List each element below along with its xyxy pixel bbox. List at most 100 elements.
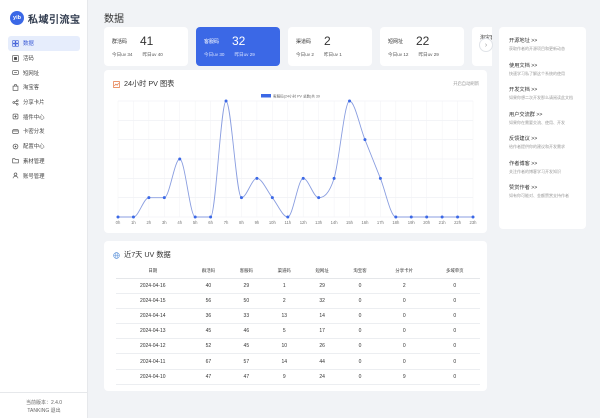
stat-yesterday: 昨日uv 29 — [418, 52, 439, 57]
link-icon — [12, 69, 19, 76]
sidebar-item[interactable]: 短网址 — [8, 65, 80, 80]
pv-chart-panel: 0h 1h 2h 3h 4h 5h 6h 7h 8h 9h 10h 11h 12h 13h 14h 15h 16… — [104, 70, 487, 233]
qrcode-icon — [12, 54, 19, 62]
table-cell: 40 — [189, 278, 228, 294]
x-tick-label: 14h — [331, 220, 339, 225]
stat-today: 今日uv 2 — [296, 52, 314, 57]
data-point — [286, 215, 290, 219]
user-logout-link[interactable]: TANKING 退出 — [27, 408, 61, 414]
x-tick-label: 4h — [177, 220, 182, 225]
column-header: 群活码 — [189, 265, 228, 279]
sidebar-item-label: 活码 — [23, 56, 34, 63]
sidebar-item[interactable]: 活码 — [8, 51, 80, 66]
link-item[interactable]: 使用文档 >> 快速学习私了解这个系统的使用 — [509, 62, 586, 87]
data-point — [348, 99, 352, 103]
logo-text: 私域引流宝 — [28, 14, 81, 26]
table-cell: 52 — [189, 338, 228, 355]
data-point — [116, 215, 120, 219]
trend-icon — [113, 80, 120, 88]
table-cell: 9 — [265, 369, 304, 385]
table-cell: 2024-04-14 — [116, 308, 190, 325]
auto-refresh-link[interactable]: 开启自动刷新 — [453, 81, 479, 86]
settings-icon — [12, 143, 19, 150]
stat-value: 32 — [232, 34, 246, 48]
table-cell: 0 — [378, 293, 430, 309]
x-tick-label: 1h — [131, 220, 136, 225]
globe-icon — [113, 251, 120, 259]
sidebar-item[interactable]: 卡密分发 — [8, 124, 80, 139]
data-point — [131, 215, 135, 219]
stat-yesterday: 昨日uv 1 — [323, 52, 342, 57]
pv-line-chart: 0h 1h 2h 3h 4h 5h 6h 7h 8h 9h 10h 11h 12h 13h 14h 15h 16… — [116, 93, 477, 225]
x-tick-label: 9h — [255, 220, 260, 225]
x-tick-label: 6h — [208, 220, 213, 225]
sidebar-item-label: 分享卡片 — [23, 100, 45, 107]
data-point — [425, 215, 429, 219]
column-header: 客服码 — [227, 265, 266, 279]
chart-title: 24小时 PV 图表 — [113, 79, 174, 89]
table-cell: 0 — [429, 293, 480, 309]
stat-value: 22 — [416, 34, 430, 48]
logo-badge: yib — [10, 11, 24, 25]
x-tick-label: 8h — [239, 220, 244, 225]
table-cell: 2024-04-15 — [116, 293, 190, 309]
sidebar-item[interactable]: 素材管理 — [8, 154, 80, 169]
x-tick-label: 21h — [439, 220, 447, 225]
table-cell: 47 — [189, 369, 228, 385]
x-tick-label: 20h — [423, 220, 431, 225]
table-cell: 56 — [189, 293, 228, 309]
column-header: 多域单页 — [429, 265, 480, 279]
table-cell: 24 — [303, 369, 342, 385]
sidebar-item[interactable]: 淘宝客 — [8, 80, 80, 95]
sidebar-item[interactable]: 配置中心 — [8, 139, 80, 154]
table-cell: 32 — [303, 293, 342, 309]
chart-title-text: 24小时 PV 图表 — [124, 79, 175, 88]
table-cell: 46 — [227, 323, 266, 340]
table-cell: 33 — [227, 308, 266, 325]
folder-icon — [12, 157, 19, 164]
link-item[interactable]: 开发文档 >> 如果你想二次开发那么请阅读此文档 — [509, 86, 586, 111]
link-desc: 如果你在需要交流、使用、开发 — [509, 119, 565, 125]
table-cell: 2024-04-11 — [116, 353, 190, 370]
user-icon — [12, 172, 19, 179]
sidebar-item[interactable]: 插件中心 — [8, 109, 80, 124]
link-item[interactable]: 用户交流群 >> 如果你在需要交流、使用、开发 — [509, 111, 586, 136]
data-point — [301, 176, 305, 180]
sidebar-item[interactable]: 数据 — [8, 36, 80, 51]
shop-icon — [12, 83, 19, 91]
chevron-right-icon[interactable]: › — [479, 38, 493, 52]
link-title: 反馈建议 >> — [509, 136, 538, 142]
legend-label: 客服码(24小时 PV 总数)共 39 — [273, 93, 320, 98]
stat-card[interactable]: 群活码 41 今日uv 34 昨日uv 40 — [104, 27, 188, 66]
stat-name: 客服码 — [204, 38, 220, 45]
stat-value: 41 — [140, 34, 154, 48]
link-item[interactable]: 赞赏作者 >> 如有你可能对、金额赞赏支持作者 — [509, 184, 586, 209]
table-cell: 0 — [429, 338, 480, 355]
link-item[interactable]: 开源地址 >> 获取作者的开源项目和更新动态 — [509, 37, 586, 62]
table-cell: 10 — [265, 338, 304, 355]
link-item[interactable]: 反馈建议 >> 给作者提供你的建议和开发需求 — [509, 135, 586, 160]
stat-card[interactable]: 渠道码 2 今日uv 2 昨日uv 1 — [288, 27, 372, 66]
links-panel: 开源地址 >> 获取作者的开源项目和更新动态 使用文档 >> 快速学习私了解这个系统的… — [499, 27, 586, 229]
dashboard-icon — [12, 40, 19, 47]
column-header: 短网址 — [303, 265, 342, 279]
link-item[interactable]: 作者博客 >> 关注作者的博客学习开发知识 — [509, 160, 586, 185]
data-point — [440, 215, 444, 219]
sidebar-item[interactable]: 分享卡片 — [8, 95, 80, 110]
stats-row: 群活码 41 今日uv 34 昨日uv 40 客服码 32 今日uv 30 昨日uv 29 渠道… — [104, 27, 492, 66]
stat-card[interactable]: 短网址 22 今日uv 12 昨日uv 29 — [380, 27, 464, 66]
table-title: 近7天 UV 数据 — [113, 250, 171, 260]
share-icon — [12, 99, 19, 106]
data-point — [193, 215, 197, 219]
table-cell: 26 — [303, 338, 342, 355]
table-row: 2024-04-11 67 57 14 44 0 0 0 — [116, 353, 480, 370]
link-title: 开源地址 >> — [509, 38, 538, 44]
column-header: 渠道码 — [265, 265, 304, 279]
column-header: 淘宝客 — [341, 265, 379, 279]
sidebar-item[interactable]: 账号管理 — [8, 168, 80, 183]
table-cell: 47 — [227, 369, 266, 385]
app-logo[interactable]: yib 私域引流宝 — [0, 0, 87, 36]
stat-card[interactable]: 客服码 32 今日uv 30 昨日uv 29 — [196, 27, 280, 66]
table-cell: 0 — [341, 369, 379, 385]
sidebar-nav: 数据活码短网址 淘宝客分享卡片插件中心 卡密分发 配置中心 素材管理 账号管理 — [0, 36, 87, 183]
